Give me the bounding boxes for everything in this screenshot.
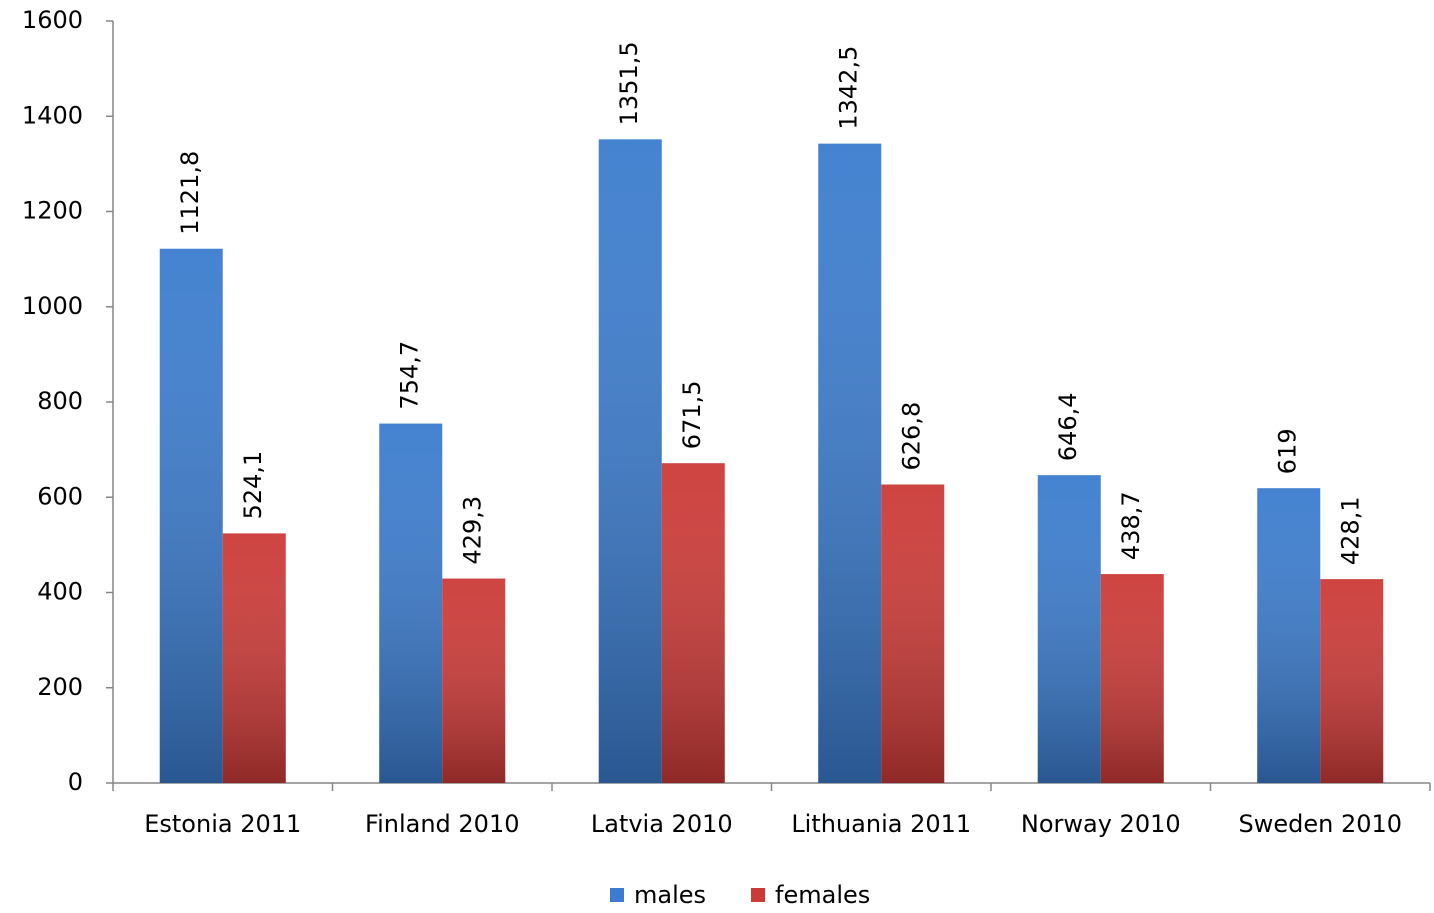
bar-shade [159, 248, 223, 784]
y-tick-label: 200 [37, 673, 83, 701]
bar-shade [881, 484, 945, 783]
x-tick-label: Norway 2010 [1021, 810, 1181, 838]
x-tick-label: Sweden 2010 [1238, 810, 1402, 838]
data-label: 671,5 [678, 380, 706, 449]
data-label: 1351,5 [615, 41, 643, 125]
data-label: 524,1 [239, 451, 267, 520]
bar-shade [1037, 475, 1101, 783]
data-label: 429,3 [459, 496, 487, 565]
y-tick-label: 1400 [22, 101, 83, 129]
x-tick-label: Finland 2010 [365, 810, 519, 838]
legend-swatch [610, 888, 624, 902]
bar-shade [1257, 488, 1321, 783]
data-label: 438,7 [1117, 491, 1145, 560]
bar-shade [818, 143, 882, 783]
bar-shade [442, 578, 506, 783]
bar-shade [379, 423, 443, 783]
y-tick-label: 1600 [22, 6, 83, 34]
data-label: 626,8 [898, 402, 926, 471]
legend-label: males [634, 881, 706, 909]
y-tick-label: 1200 [22, 197, 83, 225]
x-tick-label: Latvia 2010 [591, 810, 733, 838]
data-label: 428,1 [1337, 496, 1365, 565]
bar-shade [661, 463, 725, 783]
legend-label: females [775, 881, 870, 909]
data-label: 754,7 [396, 341, 424, 410]
x-tick-label: Estonia 2011 [144, 810, 301, 838]
data-label: 619 [1274, 428, 1302, 474]
bar-shade [1100, 574, 1164, 783]
y-tick-label: 600 [37, 482, 83, 510]
bar-shade [222, 533, 286, 783]
data-label: 1121,8 [176, 151, 204, 235]
data-label: 1342,5 [835, 46, 863, 130]
y-tick-label: 400 [37, 578, 83, 606]
bar-shade [1320, 579, 1384, 783]
data-label: 646,4 [1054, 392, 1082, 461]
legend-swatch [751, 888, 766, 902]
y-tick-label: 1000 [22, 292, 83, 320]
x-tick-label: Lithuania 2011 [791, 810, 971, 838]
y-tick-label: 800 [37, 387, 83, 415]
y-tick-label: 0 [68, 768, 83, 796]
bar-shade [598, 139, 662, 783]
